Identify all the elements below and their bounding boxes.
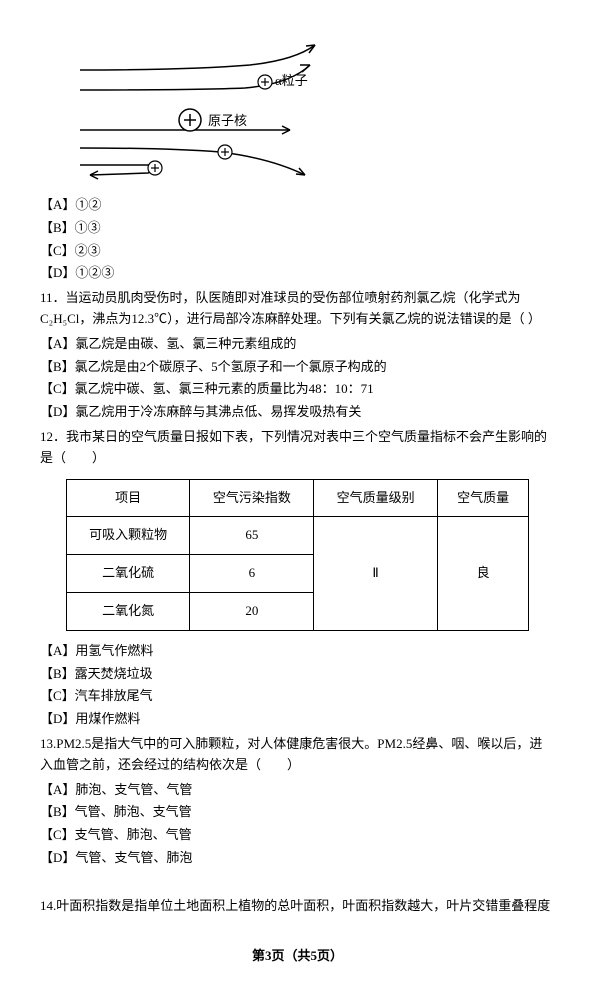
table-cell: 可吸入颗粒物: [66, 517, 190, 555]
table-cell: 6: [190, 555, 314, 593]
table-cell: 良: [437, 517, 528, 630]
q11-stem: 11．当运动员肌肉受伤时，队医随即对准球员的受伤部位喷射药剂氯乙烷（化学式为C₂…: [40, 288, 555, 330]
q12-stem: 12．我市某日的空气质量日报如下表，下列情况对表中三个空气质量指标不会产生影响的…: [40, 427, 555, 469]
table-cell: Ⅱ: [314, 517, 438, 630]
q10-option-b: 【B】①③: [40, 218, 555, 239]
q11-option-b: 【B】氯乙烷是由2个碳原子、5个氢原子和一个氯原子构成的: [40, 357, 555, 378]
svg-text:α粒子: α粒子: [275, 73, 308, 88]
q13-stem: 13.PM2.5是指大气中的可入肺颗粒，对人体健康危害很大。PM2.5经鼻、咽、…: [40, 734, 555, 776]
q12-option-a: 【A】用氢气作燃料: [40, 641, 555, 662]
q14-stem: 14.叶面积指数是指单位土地面积上植物的总叶面积，叶面积指数越大，叶片交错重叠程…: [40, 896, 555, 917]
q10-option-c: 【C】②③: [40, 241, 555, 262]
table-cell: 二氧化硫: [66, 555, 190, 593]
table-row: 可吸入颗粒物 65 Ⅱ 良: [66, 517, 529, 555]
q11-option-d: 【D】氯乙烷用于冷冻麻醉与其沸点低、易挥发吸热有关: [40, 402, 555, 423]
q10-option-a: 【A】①②: [40, 195, 555, 216]
q13-option-b: 【B】气管、肺泡、支气管: [40, 802, 555, 823]
diagram-svg: α粒子 原子核: [70, 40, 330, 180]
atom-scattering-diagram: α粒子 原子核: [70, 40, 330, 180]
page-footer: 第3页（共5页）: [40, 946, 555, 967]
q11-option-a: 【A】氯乙烷是由碳、氢、氯三种元素组成的: [40, 334, 555, 355]
air-quality-table: 项目 空气污染指数 空气质量级别 空气质量 可吸入颗粒物 65 Ⅱ 良 二氧化硫…: [66, 479, 530, 631]
q12-option-b: 【B】露天焚烧垃圾: [40, 664, 555, 685]
q12-option-d: 【D】用煤作燃料: [40, 709, 555, 730]
table-cell: 65: [190, 517, 314, 555]
table-header: 空气质量级别: [314, 479, 438, 517]
table-header: 项目: [66, 479, 190, 517]
table-header: 空气质量: [437, 479, 528, 517]
table-header-row: 项目 空气污染指数 空气质量级别 空气质量: [66, 479, 529, 517]
q13-option-a: 【A】肺泡、支气管、气管: [40, 780, 555, 801]
table-cell: 20: [190, 592, 314, 630]
q13-option-d: 【D】气管、支气管、肺泡: [40, 848, 555, 869]
q10-option-d: 【D】①②③: [40, 263, 555, 284]
table-cell: 二氧化氮: [66, 592, 190, 630]
svg-text:原子核: 原子核: [208, 113, 247, 128]
q13-option-c: 【C】支气管、肺泡、气管: [40, 825, 555, 846]
q12-option-c: 【C】汽车排放尾气: [40, 686, 555, 707]
table-header: 空气污染指数: [190, 479, 314, 517]
q11-option-c: 【C】氯乙烷中碳、氢、氯三种元素的质量比为48：10：71: [40, 379, 555, 400]
